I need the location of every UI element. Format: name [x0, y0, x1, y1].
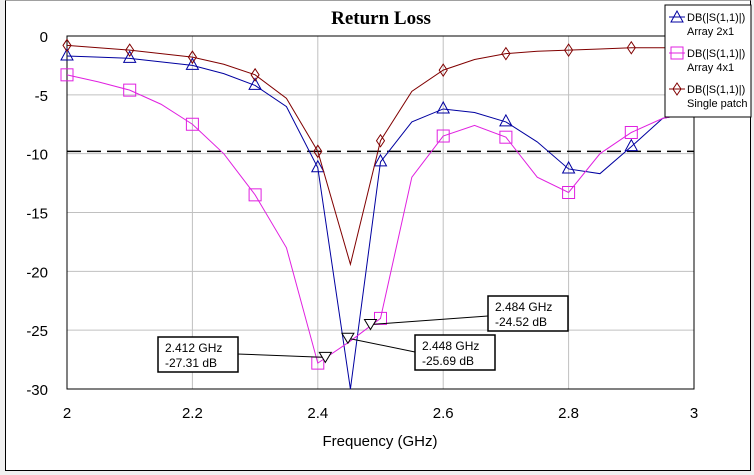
- legend-series-name: DB(|S(1,1)|): [687, 48, 745, 60]
- legend-series-subtitle: Single patch: [687, 98, 748, 110]
- y-tick-label: 0: [40, 29, 48, 46]
- y-tick-label: -5: [35, 88, 48, 105]
- x-tick-label: 2.2: [182, 405, 203, 422]
- legend-diamond-icon: [672, 82, 682, 96]
- diamond-marker-icon: [563, 43, 574, 58]
- diamond-marker-icon: [62, 38, 72, 53]
- triangle-marker-icon: [60, 47, 74, 61]
- diamond-marker-icon: [313, 144, 323, 159]
- annotation-box: [414, 334, 496, 371]
- triangle-marker-icon: [310, 159, 325, 173]
- square-marker-icon: [436, 129, 450, 143]
- annotation-frequency: 2.484 GHz: [495, 300, 552, 314]
- square-marker-icon: [123, 83, 137, 97]
- x-tick-label: 3: [690, 405, 698, 422]
- legend-series-subtitle: Array 2x1: [687, 26, 734, 38]
- annotation-frequency: 2.448 GHz: [422, 339, 479, 353]
- diamond-marker-icon: [187, 50, 198, 65]
- square-marker-icon: [374, 311, 387, 325]
- triangle-marker-icon: [185, 57, 200, 70]
- diamond-marker-icon: [375, 133, 386, 148]
- marker-triangle-icon: [363, 319, 378, 331]
- annotation-value: -27.31 dB: [165, 356, 217, 370]
- series-line-array-2x1: [66, 55, 695, 390]
- legend-square-icon: [670, 46, 684, 60]
- diamond-marker-icon: [501, 46, 511, 61]
- x-tick-label: 2.6: [433, 405, 454, 422]
- annotation-leader-line: [370, 315, 489, 326]
- y-tick-label: -30: [26, 382, 48, 399]
- legend: DB(|S(1,1)|) Array 2x1 DB(|S(1,1)|) Array 4…: [664, 4, 752, 118]
- triangle-marker-icon: [122, 50, 137, 63]
- series-line-array-4x1: [66, 74, 695, 364]
- x-tick-label: 2: [63, 405, 71, 422]
- y-tick-label: -25: [26, 323, 48, 340]
- diamond-marker-icon: [626, 40, 636, 55]
- triangle-marker-icon: [373, 153, 388, 167]
- triangle-marker-icon: [561, 160, 576, 174]
- legend-series-name: DB(|S(1,1)|): [687, 84, 745, 96]
- triangle-marker-icon: [436, 100, 451, 114]
- square-marker-icon: [499, 130, 513, 144]
- legend-series-subtitle: Array 4x1: [687, 62, 734, 74]
- x-tick-label: 2.8: [558, 405, 579, 422]
- square-marker-icon: [624, 125, 638, 139]
- square-marker-icon: [185, 117, 199, 131]
- triangle-marker-icon: [499, 113, 513, 127]
- square-marker-icon: [248, 188, 262, 202]
- y-tick-label: -10: [26, 147, 48, 164]
- plot-border: [66, 35, 695, 390]
- square-marker-icon: [562, 185, 576, 199]
- marker-triangle-icon: [318, 351, 333, 364]
- square-marker-icon: [60, 68, 74, 82]
- x-axis-label: Frequency (GHz): [322, 433, 437, 450]
- annotation-value: -24.52 dB: [495, 315, 547, 329]
- legend-triangle-icon: [670, 9, 684, 23]
- x-tick-label: 2.4: [307, 405, 328, 422]
- triangle-marker-icon: [624, 138, 639, 152]
- chart-title: Return Loss: [331, 8, 431, 29]
- diamond-marker-icon: [250, 67, 260, 82]
- annotation-value: -25.69 dB: [422, 354, 474, 368]
- annotation-leader-line: [236, 353, 326, 358]
- annotation-leader-line: [347, 337, 416, 353]
- series-line-single-patch: [66, 44, 694, 267]
- annotation-box: [157, 336, 239, 373]
- diamond-marker-icon: [125, 43, 135, 58]
- y-tick-label: -15: [26, 206, 48, 223]
- marker-triangle-icon: [341, 332, 355, 345]
- annotation-frequency: 2.412 GHz: [165, 341, 222, 355]
- y-tick-label: -20: [26, 264, 48, 281]
- annotation-box: [487, 295, 569, 332]
- diamond-marker-icon: [438, 63, 448, 78]
- legend-box: [664, 4, 752, 118]
- legend-series-name: DB(|S(1,1)|): [687, 12, 745, 24]
- triangle-marker-icon: [248, 77, 262, 90]
